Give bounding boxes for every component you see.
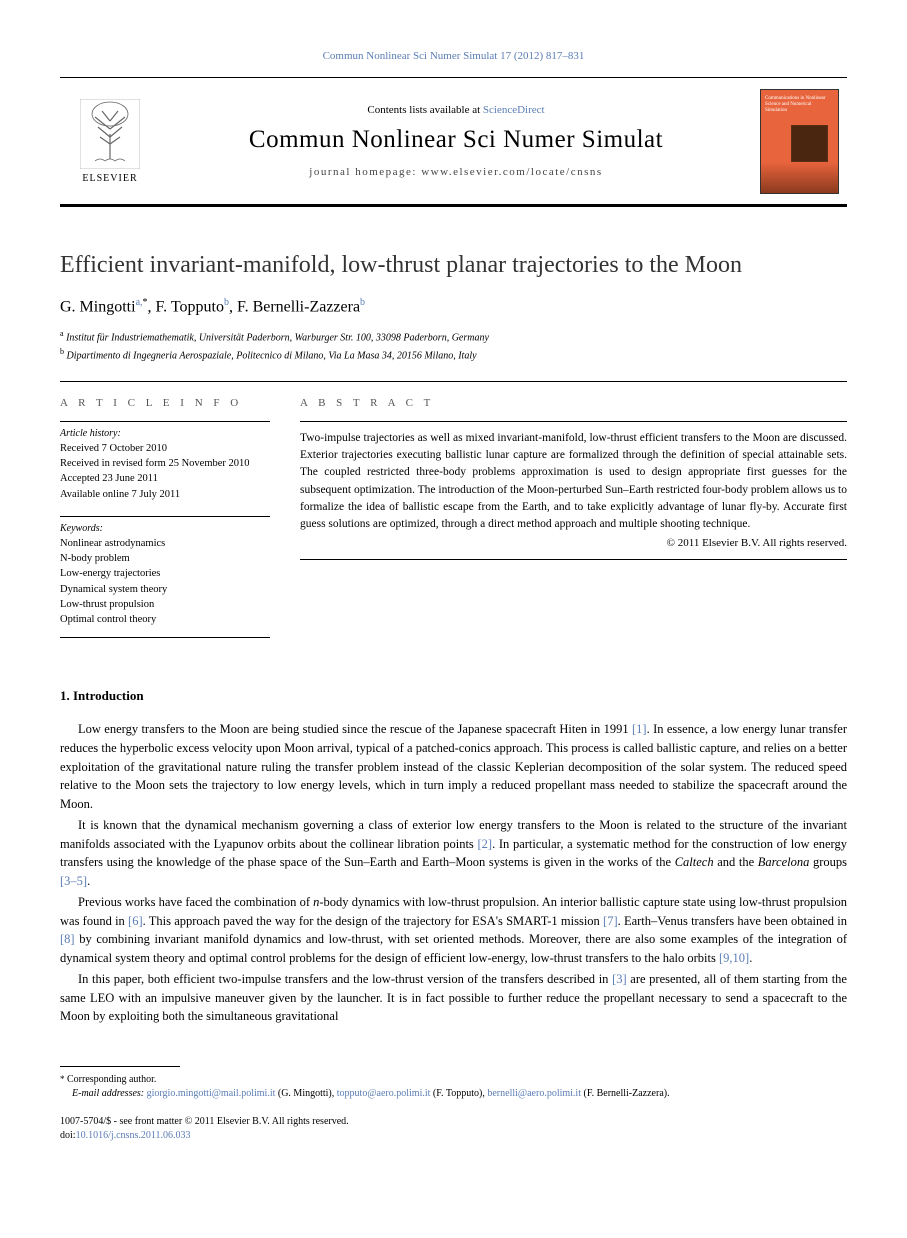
journal-cover-thumbnail[interactable]: Communications in Nonlinear Science and … — [760, 89, 839, 194]
ref-8[interactable]: [8] — [60, 932, 75, 946]
ref-2[interactable]: [2] — [477, 837, 492, 851]
author-1[interactable]: G. Mingotti — [60, 298, 136, 315]
intro-para-2: It is known that the dynamical mechanism… — [60, 816, 847, 891]
affiliations: a Institut für Industriemathematik, Univ… — [60, 328, 847, 363]
journal-homepage[interactable]: journal homepage: www.elsevier.com/locat… — [309, 166, 602, 178]
abstract-text: Two-impulse trajectories as well as mixe… — [300, 421, 847, 534]
cover-title-text: Communications in Nonlinear Science and … — [765, 96, 834, 114]
email-addresses: E-mail addresses: giorgio.mingotti@mail.… — [60, 1087, 847, 1101]
intro-para-4: In this paper, both efficient two-impuls… — [60, 970, 847, 1026]
publisher-logo[interactable]: ELSEVIER — [60, 78, 160, 204]
article-info-block: A R T I C L E I N F O Article history: R… — [60, 381, 847, 638]
doi-link[interactable]: 10.1016/j.cnsns.2011.06.033 — [76, 1130, 191, 1141]
elsevier-tree-icon — [80, 99, 140, 169]
author-list: G. Mingottia,*, F. Topputob, F. Bernelli… — [60, 297, 847, 316]
affiliation-a: Institut für Industriemathematik, Univer… — [66, 333, 489, 344]
author-2[interactable]: , F. Topputo — [148, 298, 224, 315]
article-history: Received 7 October 2010 Received in revi… — [60, 441, 270, 502]
affiliation-b: Dipartimento di Ingegneria Aerospaziale,… — [67, 350, 477, 361]
copyright-line: © 2011 Elsevier B.V. All rights reserved… — [300, 537, 847, 549]
intro-para-1: Low energy transfers to the Moon are bei… — [60, 720, 847, 814]
sciencedirect-link[interactable]: ScienceDirect — [483, 104, 545, 116]
article-metadata: 1007-5704/$ - see front matter © 2011 El… — [60, 1115, 847, 1143]
history-label: Article history: — [60, 421, 270, 439]
ref-1[interactable]: [1] — [632, 722, 647, 736]
ref-7[interactable]: [7] — [603, 914, 618, 928]
email-mingotti[interactable]: giorgio.mingotti@mail.polimi.it — [147, 1088, 276, 1099]
author-1-affil: a, — [136, 297, 143, 308]
journal-masthead: ELSEVIER Contents lists available at Sci… — [60, 77, 847, 207]
citation-header: Commun Nonlinear Sci Numer Simulat 17 (2… — [60, 50, 847, 62]
author-3[interactable]: , F. Bernelli-Zazzera — [229, 298, 360, 315]
contents-prefix: Contents lists available at — [367, 104, 482, 116]
doi-label: doi: — [60, 1130, 76, 1141]
corresponding-author-note: * Corresponding author. — [60, 1073, 847, 1087]
corr-author-label: Corresponding author. — [67, 1074, 156, 1085]
article-info-heading: A R T I C L E I N F O — [60, 397, 270, 409]
ref-9-10[interactable]: [9,10] — [719, 951, 749, 965]
publisher-name: ELSEVIER — [82, 173, 137, 184]
issn-line: 1007-5704/$ - see front matter © 2011 El… — [60, 1115, 847, 1129]
abstract-heading: A B S T R A C T — [300, 397, 847, 409]
email-label: E-mail addresses: — [72, 1088, 144, 1099]
ref-3[interactable]: [3] — [612, 972, 627, 986]
author-3-affil: b — [360, 297, 365, 308]
ref-6[interactable]: [6] — [128, 914, 143, 928]
intro-para-3: Previous works have faced the combinatio… — [60, 893, 847, 968]
section-1-heading: 1. Introduction — [60, 688, 847, 704]
article-title: Efficient invariant-manifold, low-thrust… — [60, 252, 847, 279]
email-topputo[interactable]: topputo@aero.polimi.it — [337, 1088, 431, 1099]
keywords-list: Nonlinear astrodynamics N-body problem L… — [60, 536, 270, 627]
journal-title: Commun Nonlinear Sci Numer Simulat — [249, 126, 663, 154]
contents-available: Contents lists available at ScienceDirec… — [367, 104, 544, 116]
keywords-label: Keywords: — [60, 516, 270, 534]
ref-3-5[interactable]: [3–5] — [60, 874, 87, 888]
email-bernelli[interactable]: bernelli@aero.polimi.it — [487, 1088, 581, 1099]
